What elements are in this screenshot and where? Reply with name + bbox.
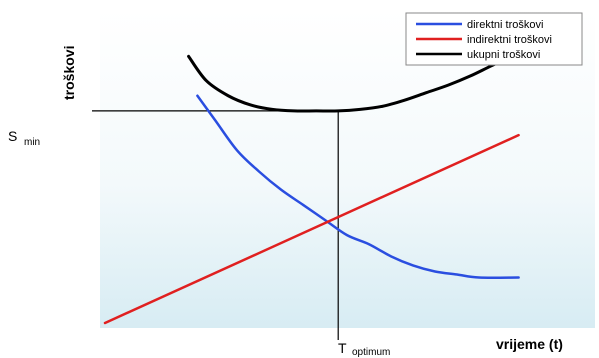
t-optimum-annotation: T optimum [338, 340, 390, 358]
series-line-ukupni-troskovi [187, 51, 521, 113]
s-min-subscript: min [24, 137, 40, 148]
legend-label-ukupni-troskovi: ukupni troškovi [467, 49, 540, 61]
legend-label-direktni-troskovi: direktni troškovi [467, 19, 543, 31]
legend: direktni troškovi indirektni troškovi uk… [405, 12, 583, 66]
x-axis-title: vrijeme (t) [496, 336, 563, 352]
series-line-direktni-troskovi [196, 94, 520, 280]
s-min-label: S [8, 128, 17, 144]
y-axis-title: troškovi [61, 46, 77, 100]
t-optimum-subscript: optimum [352, 347, 390, 358]
t-optimum-label: T [338, 340, 347, 356]
legend-label-indirektni-troskovi: indirektni troškovi [467, 34, 552, 46]
s-min-annotation: S min [8, 128, 40, 148]
series-line-indirektni-troskovi [103, 133, 520, 325]
